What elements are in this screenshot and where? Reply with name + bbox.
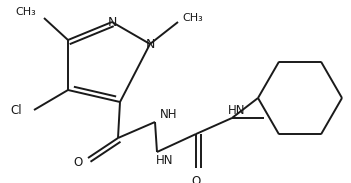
Text: O: O — [191, 175, 201, 183]
Text: O: O — [73, 156, 82, 169]
Text: N: N — [145, 38, 155, 51]
Text: CH₃: CH₃ — [182, 13, 203, 23]
Text: HN: HN — [228, 104, 245, 117]
Text: CH₃: CH₃ — [15, 7, 36, 17]
Text: HN: HN — [156, 154, 173, 167]
Text: Cl: Cl — [11, 104, 22, 117]
Text: N: N — [107, 16, 117, 29]
Text: NH: NH — [160, 107, 178, 120]
